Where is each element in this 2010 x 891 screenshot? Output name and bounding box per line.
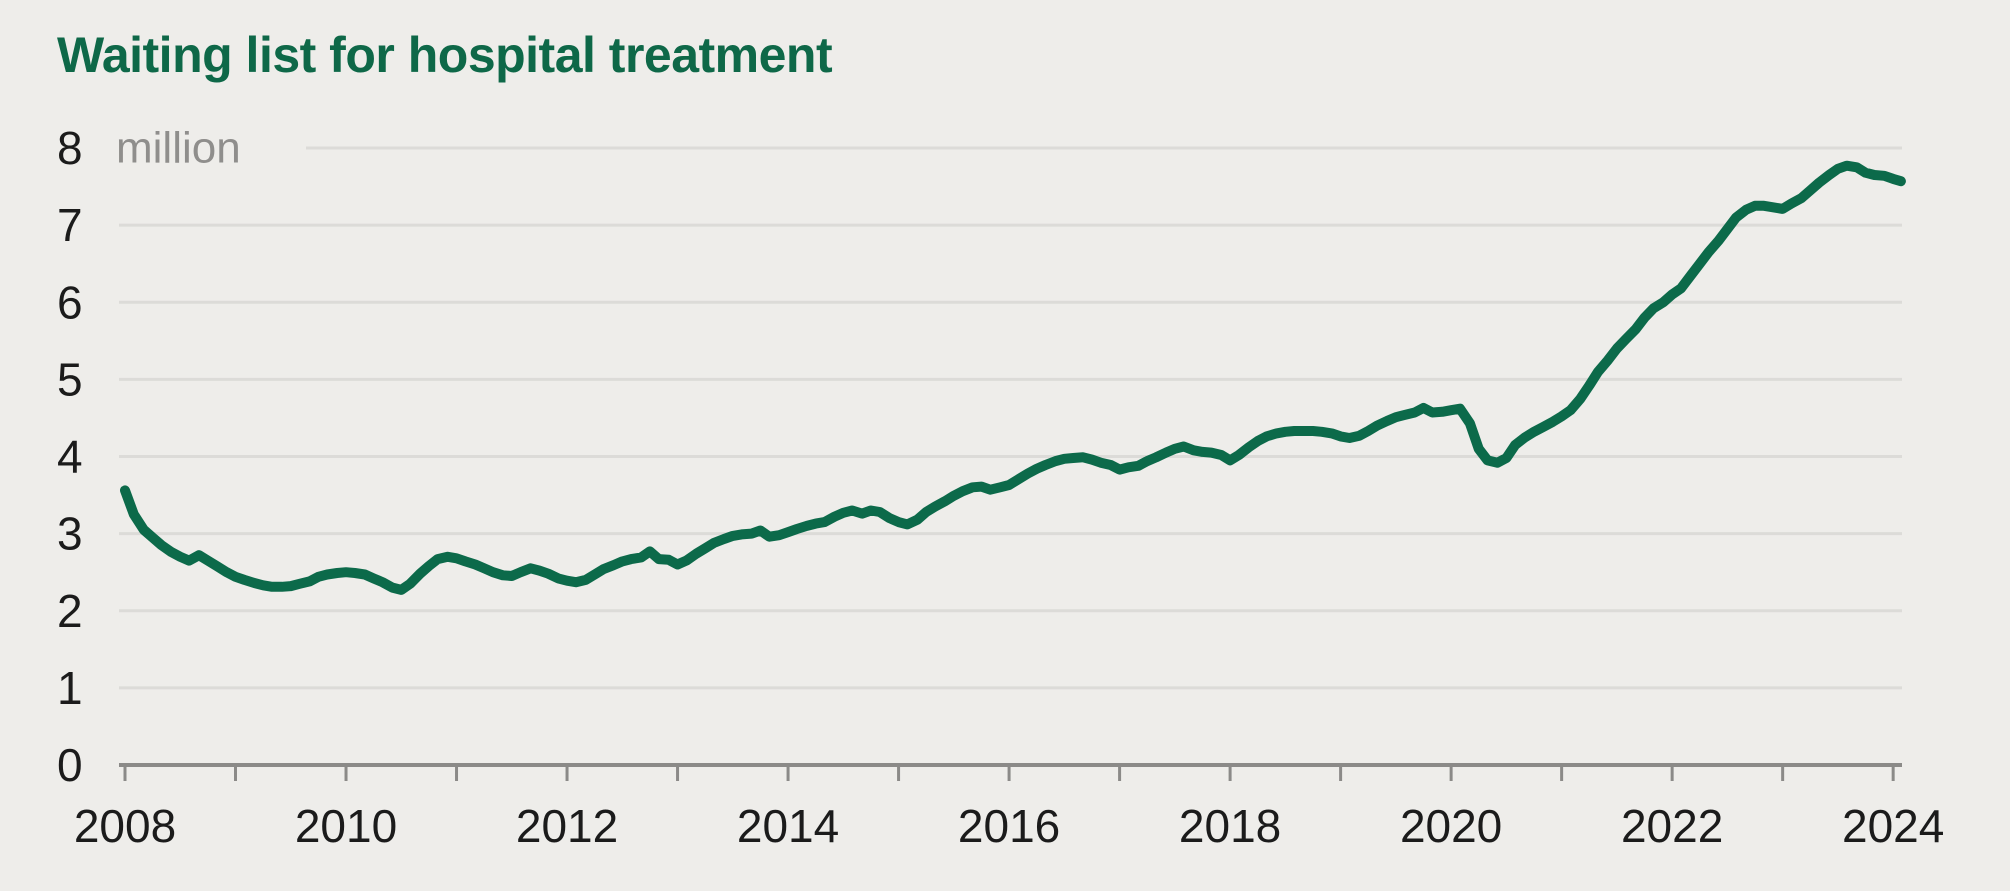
y-axis-unit-label: million <box>116 124 241 173</box>
y-axis-tick-label: 0 <box>57 739 83 791</box>
x-axis-tick-label: 2014 <box>737 800 839 852</box>
y-axis-tick-label: 7 <box>57 199 83 251</box>
x-axis-tick-label: 2008 <box>74 800 176 852</box>
x-axis-tick-label: 2022 <box>1621 800 1723 852</box>
y-axis-tick-label: 3 <box>57 508 83 560</box>
x-axis-tick-label: 2020 <box>1400 800 1502 852</box>
x-axis-tick-label: 2018 <box>1179 800 1281 852</box>
x-axis-tick-label: 2016 <box>958 800 1060 852</box>
x-axis-tick-label: 2010 <box>295 800 397 852</box>
y-axis-tick-label: 2 <box>57 585 83 637</box>
x-axis-tick-label: 2024 <box>1842 800 1944 852</box>
waiting-list-series-line <box>120 160 1906 595</box>
y-axis-tick-label: 4 <box>57 431 83 483</box>
chart-title: Waiting list for hospital treatment <box>57 27 833 83</box>
y-axis-tick-label: 1 <box>57 662 83 714</box>
y-axis-tick-label: 8 <box>57 122 83 174</box>
x-axis-tick-label: 2012 <box>516 800 618 852</box>
y-axis-tick-label: 6 <box>57 276 83 328</box>
y-axis-tick-label: 5 <box>57 353 83 405</box>
